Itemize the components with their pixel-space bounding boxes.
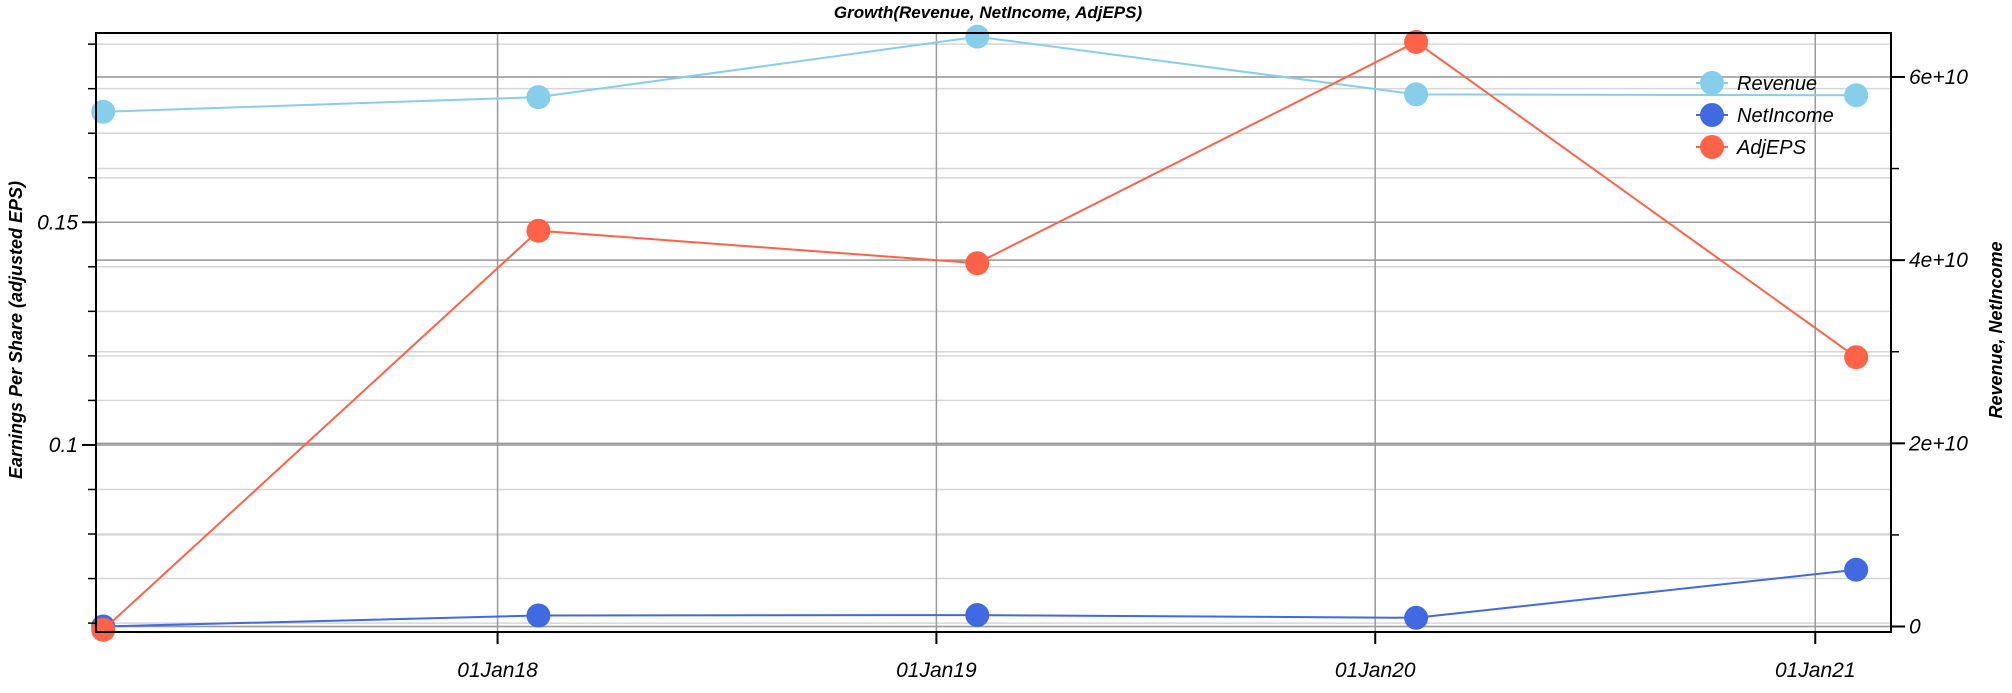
netincome-point [965,603,990,628]
legend-adjeps-label: AdjEPS [1736,137,1807,159]
right-axis-label: Revenue, NetIncome [1986,241,2006,418]
legend-netincome-marker [1700,103,1724,127]
revenue-point [91,99,116,124]
netincome-point [1404,605,1429,630]
legend-revenue-marker [1700,71,1724,95]
adjeps-point [965,251,990,276]
grid-layer [96,33,1891,632]
legend-netincome-label: NetIncome [1737,105,1834,127]
adjeps-point [526,218,551,243]
axis-layer: 0.1 0.15 0 2e+10 4e+10 6e+10 01Jan18 01Jan19 01J… [37,43,1968,682]
revenue-point [526,85,551,110]
x-tick-label: 01Jan20 [1335,659,1416,682]
netincome-point [526,603,551,628]
series-layer [91,24,1869,642]
adjeps-point [91,617,116,642]
revenue-point [1844,83,1869,108]
x-tick-label: 01Jan18 [457,659,538,682]
legend-revenue-label: Revenue [1737,73,1817,95]
plot-frame [95,32,1892,633]
adjeps-line [102,40,1857,631]
adjeps-point [1404,29,1429,54]
right-tick-label: 2e+10 [1908,432,1968,455]
chart-title: Growth(Revenue, NetIncome, AdjEPS) [834,3,1143,22]
right-tick-label: 6e+10 [1909,66,1968,89]
netincome-point [1844,557,1869,582]
revenue-point [965,24,990,49]
adjeps-point [1844,345,1869,370]
left-tick-label: 0.1 [49,434,78,457]
right-tick-label: 4e+10 [1909,249,1968,272]
x-tick-label: 01Jan19 [896,659,977,682]
right-tick-label: 0 [1909,616,1921,639]
revenue-point [1404,82,1429,107]
legend: Revenue NetIncome AdjEPS [1696,71,1834,159]
x-tick-label: 01Jan21 [1775,659,1856,682]
left-tick-label: 0.15 [37,211,78,234]
legend-adjeps-marker [1700,135,1724,159]
left-axis-label: Earnings Per Share (adjusted EPS) [6,181,26,479]
